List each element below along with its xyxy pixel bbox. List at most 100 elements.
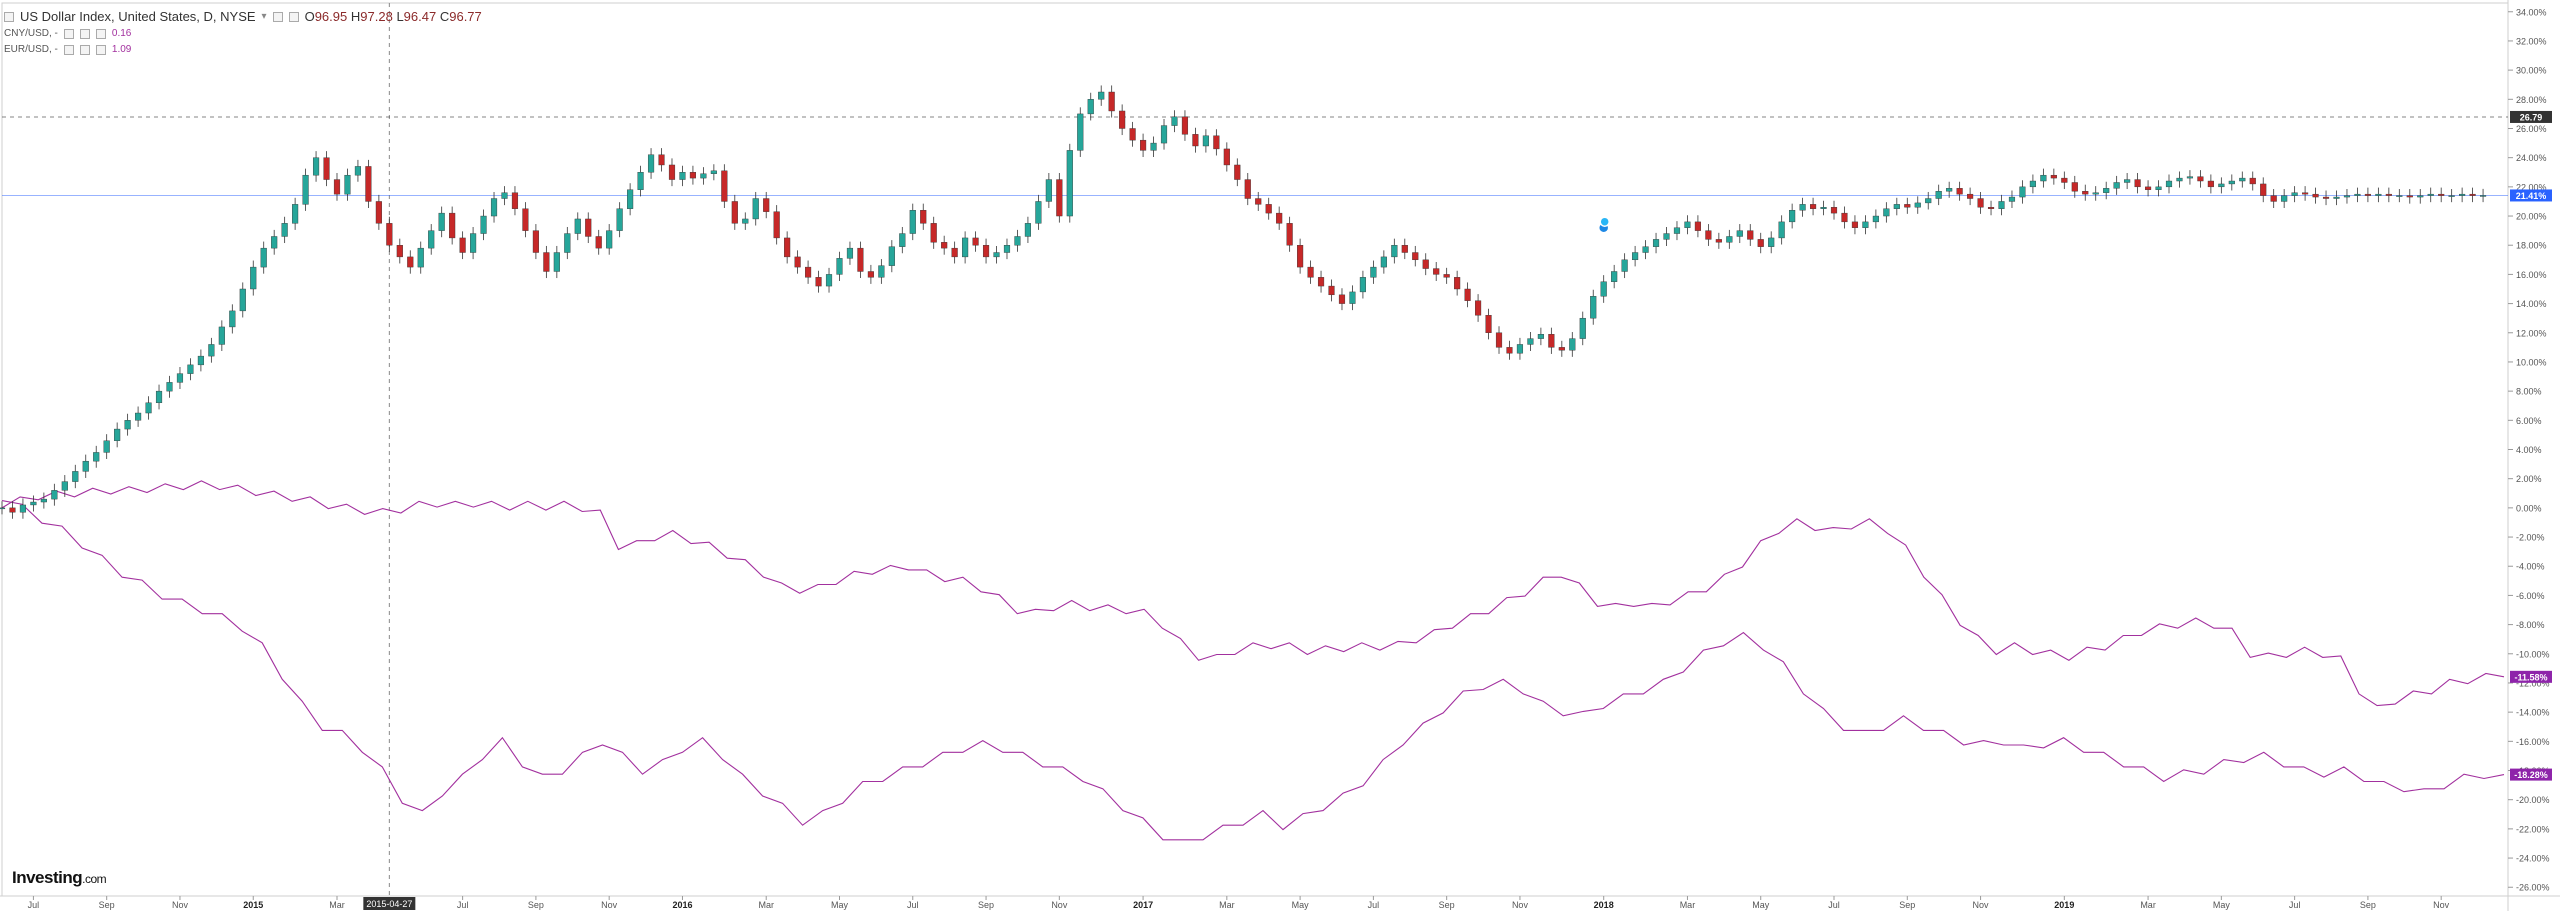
candle-body	[2197, 176, 2204, 182]
candle-body	[836, 258, 843, 275]
candle-body	[2479, 195, 2487, 197]
candle-body	[1140, 139, 1147, 151]
legend-series-value: 0.16	[111, 28, 132, 39]
candle-body	[2218, 183, 2225, 188]
candle-body	[1454, 277, 1461, 290]
collapse-icon[interactable]	[4, 12, 14, 22]
y-tick-label: -10.00%	[2516, 649, 2550, 659]
candle-body	[825, 274, 833, 287]
candle-body	[1569, 338, 1576, 351]
candle-body	[1946, 188, 1953, 192]
crosshair-x-label: 2015-04-27	[366, 899, 412, 909]
candle-body	[2312, 193, 2319, 198]
candle-body	[1202, 135, 1209, 147]
x-tick-label: Mar	[329, 900, 345, 910]
candle-body	[501, 192, 508, 199]
close-icon[interactable]	[95, 29, 106, 39]
candle-body	[155, 390, 163, 404]
x-tick-label: Nov	[172, 900, 189, 910]
candle-body	[1370, 266, 1377, 278]
x-tick-label: May	[1752, 900, 1770, 910]
candle-body	[1045, 179, 1052, 202]
candle-body	[616, 208, 623, 231]
chart-legend: US Dollar Index, United States, D, NYSE …	[4, 8, 482, 58]
candle-body	[1820, 207, 1827, 209]
candle-body	[1098, 91, 1105, 100]
candle-body	[1192, 134, 1199, 147]
candle-body	[135, 412, 142, 421]
x-tick-label: Nov	[1051, 900, 1068, 910]
candle-body	[951, 247, 958, 258]
y-tick-label: 6.00%	[2516, 416, 2542, 426]
candle-body	[1537, 334, 1544, 339]
candle-body	[2071, 182, 2078, 192]
y-tick-label: -16.00%	[2516, 737, 2550, 747]
candle-body	[124, 420, 131, 430]
candle-body	[229, 310, 236, 328]
candle-body	[1213, 135, 1220, 150]
candle-body	[2040, 174, 2047, 182]
candle-body	[930, 223, 937, 243]
eye-icon[interactable]	[63, 29, 74, 39]
candle-body	[2302, 192, 2309, 195]
candle-body	[1223, 148, 1230, 166]
x-tick-label: Jul	[457, 900, 469, 910]
candle-body	[2448, 195, 2455, 197]
candle-body	[1977, 198, 1984, 208]
settings-icon[interactable]	[288, 12, 299, 22]
candle-body	[920, 209, 927, 224]
candle-body	[490, 198, 498, 217]
close-icon[interactable]	[95, 45, 106, 55]
last-value-bg	[2510, 768, 2552, 781]
settings-icon[interactable]	[79, 29, 90, 39]
y-tick-label: 16.00%	[2516, 270, 2547, 280]
candle-body	[1475, 300, 1482, 316]
y-tick-label: -6.00%	[2516, 591, 2545, 601]
candle-body	[899, 233, 906, 247]
candle-body	[1338, 294, 1346, 304]
eye-icon[interactable]	[272, 12, 283, 22]
candle-body	[1129, 128, 1136, 141]
x-tick-label: Sep	[99, 900, 115, 910]
candle-body	[1830, 207, 1838, 214]
legend-series-cny: CNY/USD, - 0.16	[4, 26, 482, 42]
candle-body	[752, 198, 759, 220]
candle-body	[1265, 204, 1272, 214]
y-tick-label: -8.00%	[2516, 620, 2545, 630]
candle-body	[522, 208, 529, 231]
candle-body	[763, 198, 770, 212]
candle-body	[19, 504, 27, 513]
candle-body	[846, 247, 854, 259]
candle-body	[166, 382, 173, 392]
eye-icon[interactable]	[63, 45, 74, 55]
candle-body	[2155, 186, 2162, 190]
settings-icon[interactable]	[79, 45, 90, 55]
x-tick-label: 2017	[1133, 900, 1153, 910]
x-tick-label: Nov	[601, 900, 618, 910]
candle-body	[585, 218, 592, 237]
y-tick-label: 32.00%	[2516, 36, 2547, 46]
candle-body	[2082, 191, 2089, 195]
candle-body	[145, 402, 152, 414]
legend-ohlc: O96.95 H97.28 L96.47 C96.77	[304, 9, 482, 24]
candle-body	[1548, 334, 1555, 348]
y-tick-label: 20.00%	[2516, 212, 2547, 222]
candle-body	[2385, 193, 2392, 196]
candle-body	[1652, 239, 1660, 247]
candle-body	[1851, 221, 1859, 228]
y-tick-label: 8.00%	[2516, 387, 2542, 397]
candle-body	[0, 507, 6, 510]
marker-label-bg	[2510, 189, 2552, 202]
candle-body	[2186, 176, 2194, 179]
x-tick-label: Sep	[978, 900, 994, 910]
candle-body	[354, 166, 362, 176]
candle-body	[1297, 245, 1304, 268]
candle-body	[1768, 237, 1775, 247]
candle-body	[1317, 277, 1325, 287]
chevron-down-icon[interactable]: ▾	[261, 11, 267, 22]
y-tick-label: -12.00%	[2516, 678, 2550, 688]
candle-body	[1862, 221, 1869, 228]
candle-body	[888, 246, 895, 266]
y-tick-label: -24.00%	[2516, 854, 2550, 864]
